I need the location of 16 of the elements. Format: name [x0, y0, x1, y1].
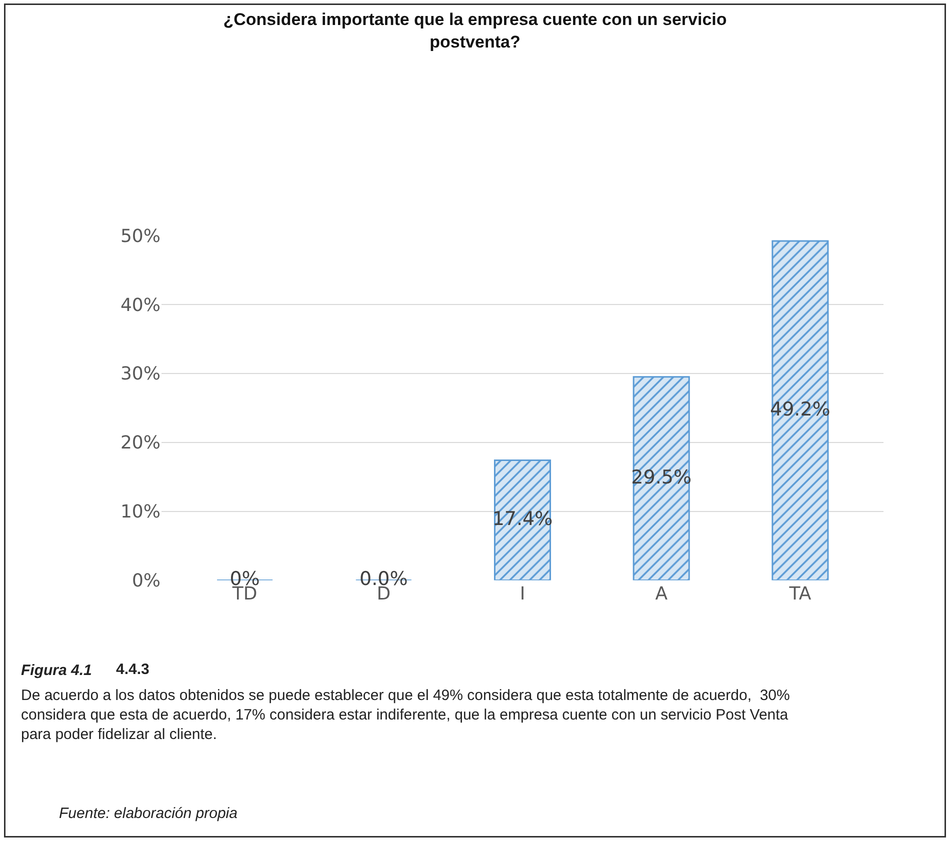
y-tick-label: 50% [120, 226, 160, 247]
chart-title: ¿Considera importante que la empresa cuente con un servicio postventa? [223, 10, 727, 52]
y-tick-label: 40% [120, 294, 160, 316]
y-tick-label: 30% [120, 364, 160, 385]
y-tick-label: 0% [132, 570, 160, 592]
source-note: Fuente: elaboración propia [59, 805, 238, 822]
y-tick-label: 20% [120, 432, 160, 454]
x-tick-label: TA [788, 583, 812, 604]
x-tick-label: A [655, 583, 668, 604]
text: 4.4.3 [116, 661, 150, 678]
bar [772, 240, 829, 580]
text: De acuerdo a los datos obtenidos se puede establecer que el 49% considera que esta totalmente de acuerdo, 30% considera que esta de acuerdo, 17% considera estar indiferente, que la empresa cuente con un servicio Post Venta para poder fidelizar al cliente. [21, 687, 790, 743]
text: Figura 4.1 [21, 662, 92, 679]
x-tick-label: I [520, 583, 526, 604]
bar [632, 376, 690, 580]
y-tick-label: 10% [120, 502, 160, 523]
